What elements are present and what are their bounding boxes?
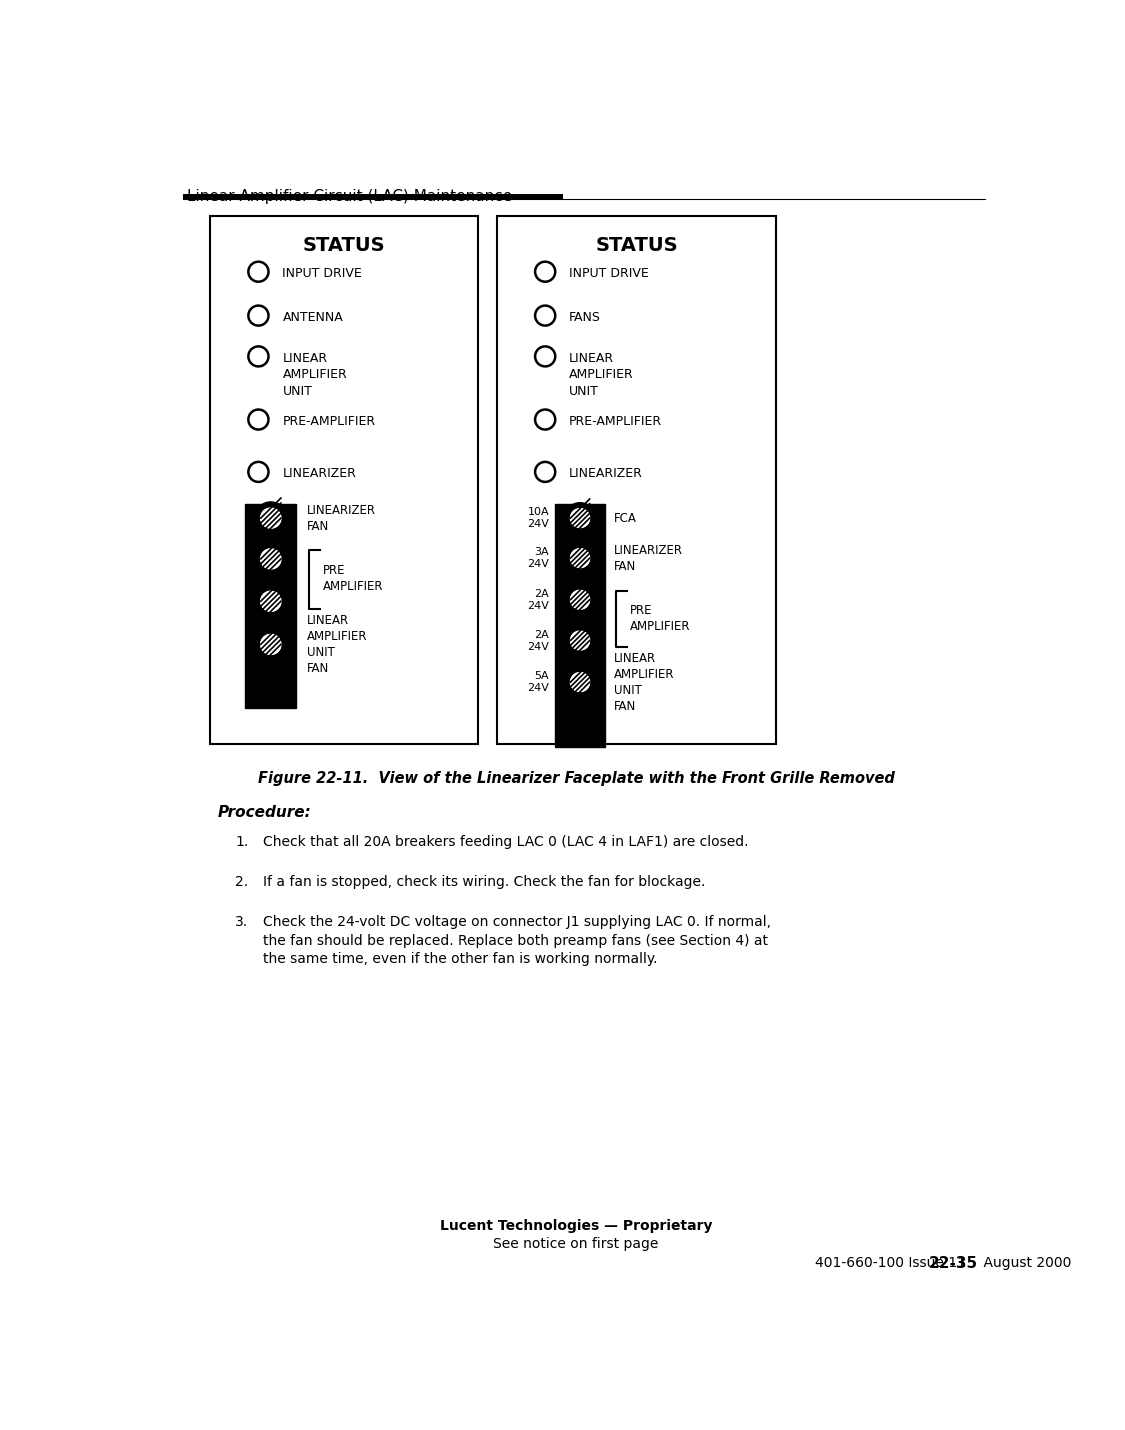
Circle shape [254, 543, 287, 575]
Circle shape [259, 589, 282, 613]
Text: PRE
AMPLIFIER: PRE AMPLIFIER [630, 603, 690, 632]
Circle shape [536, 409, 556, 429]
Text: 3.: 3. [235, 915, 249, 930]
Text: Figure 22-11.  View of the Linearizer Faceplate with the Front Grille Removed: Figure 22-11. View of the Linearizer Fac… [258, 771, 894, 785]
Bar [245, 505, 296, 708]
Text: Check the 24-volt DC voltage on connector J1 supplying LAC 0. If normal,
the fan: Check the 24-volt DC voltage on connecto… [263, 915, 771, 967]
Text: 10A
24V: 10A 24V [528, 508, 549, 529]
Circle shape [565, 625, 595, 656]
Circle shape [569, 589, 592, 611]
Text: LINEARIZER
FAN: LINEARIZER FAN [307, 503, 376, 532]
Text: 2A
24V: 2A 24V [528, 629, 549, 652]
Text: 22-35: 22-35 [928, 1256, 978, 1271]
Bar [497, 216, 776, 744]
Circle shape [249, 346, 269, 366]
Text: Lucent Technologies — Proprietary: Lucent Technologies — Proprietary [440, 1218, 712, 1233]
Circle shape [254, 585, 287, 618]
Text: If a fan is stopped, check its wiring. Check the fan for blockage.: If a fan is stopped, check its wiring. C… [263, 875, 705, 889]
Text: ANTENNA: ANTENNA [282, 310, 343, 325]
Text: Procedure:: Procedure: [218, 805, 312, 819]
Circle shape [565, 666, 595, 698]
Text: 1.: 1. [235, 835, 249, 849]
Circle shape [569, 506, 592, 529]
Text: STATUS: STATUS [303, 236, 386, 255]
Text: See notice on first page: See notice on first page [494, 1237, 659, 1250]
Text: FANS: FANS [569, 310, 601, 325]
Text: Check that all 20A breakers feeding LAC 0 (LAC 4 in LAF1) are closed.: Check that all 20A breakers feeding LAC … [263, 835, 748, 849]
Text: LINEAR
AMPLIFIER
UNIT
FAN: LINEAR AMPLIFIER UNIT FAN [307, 613, 368, 675]
Text: INPUT DRIVE: INPUT DRIVE [282, 267, 362, 280]
Text: LINEAR
AMPLIFIER
UNIT: LINEAR AMPLIFIER UNIT [569, 352, 634, 398]
Circle shape [259, 506, 282, 531]
Text: LINEARIZER: LINEARIZER [282, 468, 357, 480]
Circle shape [259, 632, 282, 656]
Circle shape [254, 502, 287, 535]
Text: PRE-AMPLIFIER: PRE-AMPLIFIER [569, 415, 663, 428]
Circle shape [569, 546, 592, 569]
Text: PRE
AMPLIFIER: PRE AMPLIFIER [323, 563, 384, 592]
Text: STATUS: STATUS [595, 236, 678, 255]
Bar [210, 216, 478, 744]
Circle shape [536, 262, 556, 282]
Circle shape [569, 629, 592, 652]
Circle shape [254, 628, 287, 661]
Circle shape [565, 543, 595, 573]
Circle shape [249, 409, 269, 429]
Text: Linear Amplifier Circuit (LAC) Maintenance: Linear Amplifier Circuit (LAC) Maintenan… [187, 189, 512, 203]
Circle shape [249, 262, 269, 282]
Circle shape [565, 503, 595, 533]
Text: 2.: 2. [235, 875, 249, 889]
Circle shape [536, 462, 556, 482]
Circle shape [249, 306, 269, 326]
Text: 3A
24V: 3A 24V [528, 548, 549, 569]
Text: LINEAR
AMPLIFIER
UNIT: LINEAR AMPLIFIER UNIT [282, 352, 348, 398]
Text: 401-660-100 Issue 11    August 2000: 401-660-100 Issue 11 August 2000 [814, 1256, 1071, 1270]
Bar [183, 194, 562, 199]
Circle shape [536, 346, 556, 366]
Circle shape [259, 548, 282, 571]
Circle shape [249, 462, 269, 482]
Text: 2A
24V: 2A 24V [528, 589, 549, 611]
Text: LINEARIZER
FAN: LINEARIZER FAN [614, 543, 683, 572]
Circle shape [569, 671, 592, 694]
Text: FCA: FCA [614, 512, 637, 525]
Text: LINEARIZER: LINEARIZER [569, 468, 644, 480]
Text: 5A
24V: 5A 24V [528, 671, 549, 694]
Text: INPUT DRIVE: INPUT DRIVE [569, 267, 649, 280]
Circle shape [536, 306, 556, 326]
Bar [556, 505, 605, 746]
Text: LINEAR
AMPLIFIER
UNIT
FAN: LINEAR AMPLIFIER UNIT FAN [614, 652, 675, 712]
Circle shape [565, 585, 595, 615]
Text: PRE-AMPLIFIER: PRE-AMPLIFIER [282, 415, 376, 428]
